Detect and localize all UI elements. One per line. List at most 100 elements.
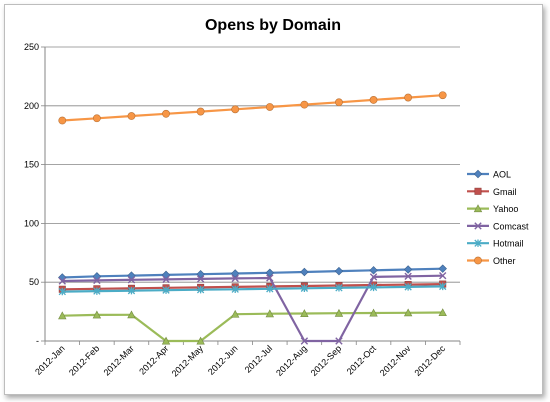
legend-label: AOL [493,170,511,180]
x-tick-label: 2012-Jul [243,343,274,374]
data-point [231,285,239,293]
y-tick-label: 100 [24,218,39,228]
data-point [196,336,205,345]
x-tick-label: 2012-Mar [102,343,136,377]
legend-label: Comcast [493,221,529,231]
data-point [335,337,343,345]
data-point [162,275,170,284]
data-point [196,286,205,294]
series-line [62,267,443,279]
y-tick-label: 250 [24,42,39,52]
x-tick-label: 2012-Aug [274,343,309,378]
data-point [300,284,309,293]
x-tick-label: 2012-May [170,343,206,379]
legend-entry: Other [467,256,516,266]
series-other [58,91,447,125]
data-point [300,309,309,317]
data-point [334,266,344,276]
data-point [92,310,102,319]
legend-entry: Gmail [467,187,517,197]
legend-entry: Hotmail [467,239,524,249]
data-point [266,274,274,282]
legend-entry: AOL [467,170,511,180]
data-point [162,286,170,294]
data-point [438,264,447,273]
series-line [62,285,443,293]
data-point [404,283,412,291]
series-line [62,274,443,343]
y-tick-label: 150 [24,160,39,170]
series-yahoo [58,308,447,345]
x-tick-label: 2012-Feb [67,343,101,377]
series-line [62,94,443,122]
y-tick-label: 50 [29,277,39,287]
data-point [93,287,101,295]
data-point [474,222,482,230]
chart-title: Opens by Domain [205,17,341,34]
data-point [474,239,482,247]
legend: AOL Gmail Yahoo Comcast Hotmail Other [467,170,529,266]
legend-label: Other [493,256,516,266]
data-point [474,256,482,265]
data-point [127,112,136,120]
data-point [403,308,413,317]
data-point [334,308,344,317]
data-point [58,116,67,125]
axes [44,47,460,342]
legend-label: Gmail [493,187,517,197]
legend-entry: Yahoo [467,204,518,214]
data-point [127,310,136,319]
x-tick-label: 2012-Dec [412,343,447,378]
x-tick-label: 2012-Sep [309,343,344,378]
series-line [62,311,443,343]
data-point [127,276,136,284]
data-point [300,267,309,277]
data-point [439,272,447,280]
data-point [265,103,274,111]
y-tick-label: 200 [24,101,39,111]
data-point [369,308,378,317]
data-point [473,169,483,179]
data-point [161,336,171,345]
data-point [404,272,412,281]
data-point [369,273,378,281]
data-point [58,287,66,296]
gridlines [45,46,460,283]
data-point [300,337,309,345]
series-comcast [58,272,447,345]
data-point [266,285,274,293]
series-hotmail [58,282,447,296]
chart-frame: Opens by Domain - 50 100 150 200 250 2012-Jan… [4,4,543,395]
data-point [92,272,102,281]
data-point [162,109,170,118]
data-point [127,271,136,280]
data-point [265,268,275,278]
x-tick-label: 2012-Apr [137,343,170,376]
legend-label: Hotmail [493,239,524,249]
data-series [58,91,447,345]
data-point [127,286,136,295]
data-point [231,105,240,114]
data-point [230,269,240,278]
data-point [300,100,309,109]
data-point [369,283,378,292]
data-point [335,284,343,292]
data-point [58,277,66,285]
x-tick-label: 2012-Nov [378,343,413,378]
data-point [196,275,205,283]
data-point [265,309,274,318]
data-point [93,276,101,285]
x-tick-label: 2012-Oct [345,343,379,377]
data-point [369,96,378,104]
data-point [92,114,101,123]
data-point [369,266,378,275]
x-tick-label: 2012-Jan [33,343,67,377]
data-point [473,204,483,213]
data-point [474,187,482,195]
data-point [58,311,67,320]
series-line [62,283,443,291]
data-point [403,265,413,274]
data-point [438,308,447,317]
y-axis-ticks: - 50 100 150 200 250 [24,42,45,346]
legend-label: Yahoo [493,204,518,214]
